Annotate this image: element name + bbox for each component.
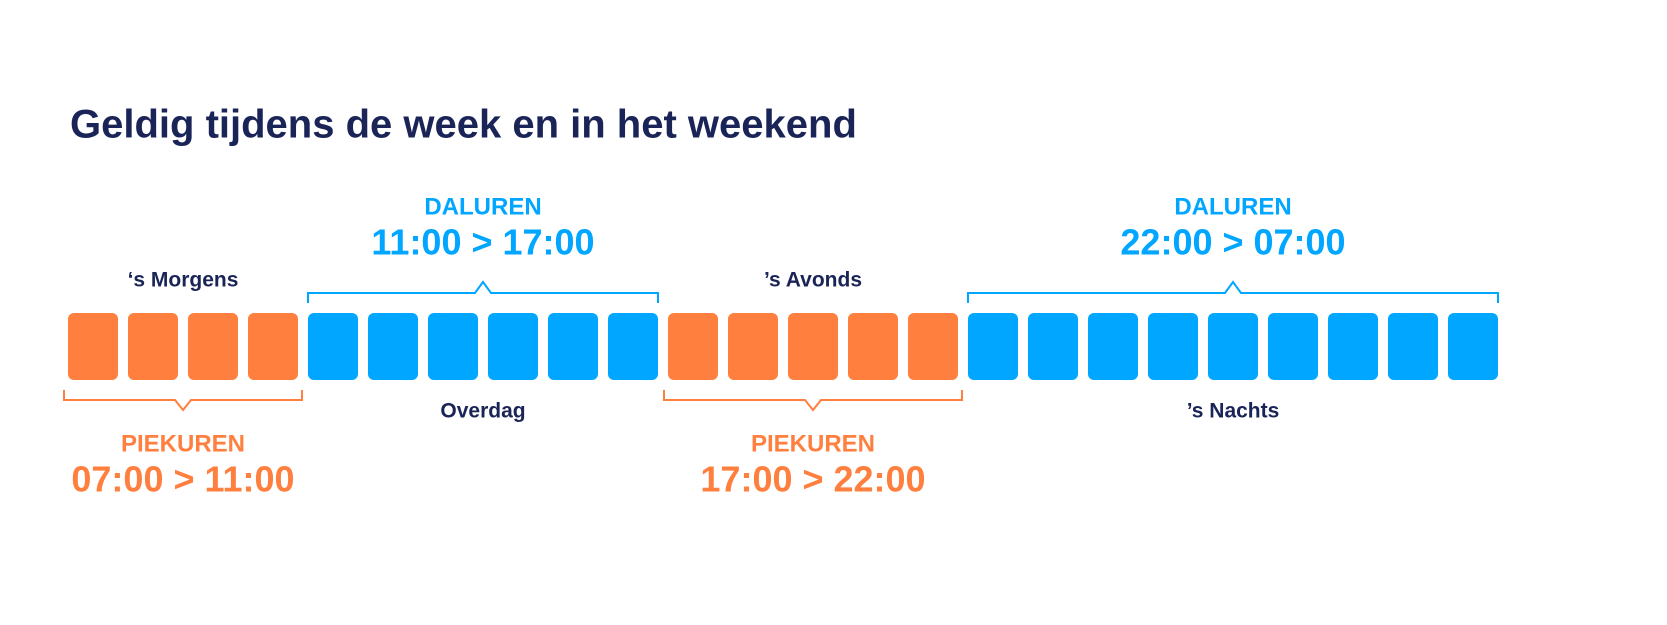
hour-block: [1388, 313, 1438, 380]
period-time: 07:00 > 11:00: [71, 459, 294, 500]
period-kind: DALUREN: [1174, 193, 1291, 220]
period-name: ’s Avonds: [764, 269, 862, 292]
bracket: [663, 390, 963, 412]
hour-block: [1268, 313, 1318, 380]
hour-block: [68, 313, 118, 380]
hour-block: [488, 313, 538, 380]
hour-block: [1328, 313, 1378, 380]
period-kind: DALUREN: [424, 193, 541, 220]
bracket: [307, 280, 659, 303]
bracket: [63, 390, 303, 412]
hour-block: [608, 313, 658, 380]
hour-block: [548, 313, 598, 380]
hour-block: [848, 313, 898, 380]
hour-block: [428, 313, 478, 380]
hour-block: [1148, 313, 1198, 380]
hour-block: [128, 313, 178, 380]
hour-block: [248, 313, 298, 380]
period-name: Overdag: [440, 400, 525, 423]
hour-block: [1448, 313, 1498, 380]
hour-block: [368, 313, 418, 380]
hour-block: [668, 313, 718, 380]
bracket: [967, 280, 1499, 303]
hour-block: [188, 313, 238, 380]
hour-block: [728, 313, 778, 380]
period-kind: PIEKUREN: [751, 430, 875, 457]
period-time: 17:00 > 22:00: [700, 459, 925, 500]
period-kind: PIEKUREN: [121, 430, 245, 457]
title: Geldig tijdens de week en in het weekend: [70, 103, 857, 147]
hour-block: [308, 313, 358, 380]
period-name: ’s Nachts: [1187, 400, 1280, 423]
period-time: 11:00 > 17:00: [371, 222, 594, 263]
hour-block: [1028, 313, 1078, 380]
hour-block: [1088, 313, 1138, 380]
hour-block: [908, 313, 958, 380]
hour-block: [788, 313, 838, 380]
period-time: 22:00 > 07:00: [1120, 222, 1345, 263]
hour-block: [1208, 313, 1258, 380]
period-name: ‘s Morgens: [128, 269, 239, 292]
hour-block: [968, 313, 1018, 380]
